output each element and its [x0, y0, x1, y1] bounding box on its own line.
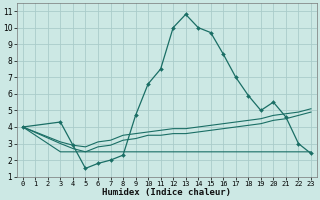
X-axis label: Humidex (Indice chaleur): Humidex (Indice chaleur): [102, 188, 231, 197]
